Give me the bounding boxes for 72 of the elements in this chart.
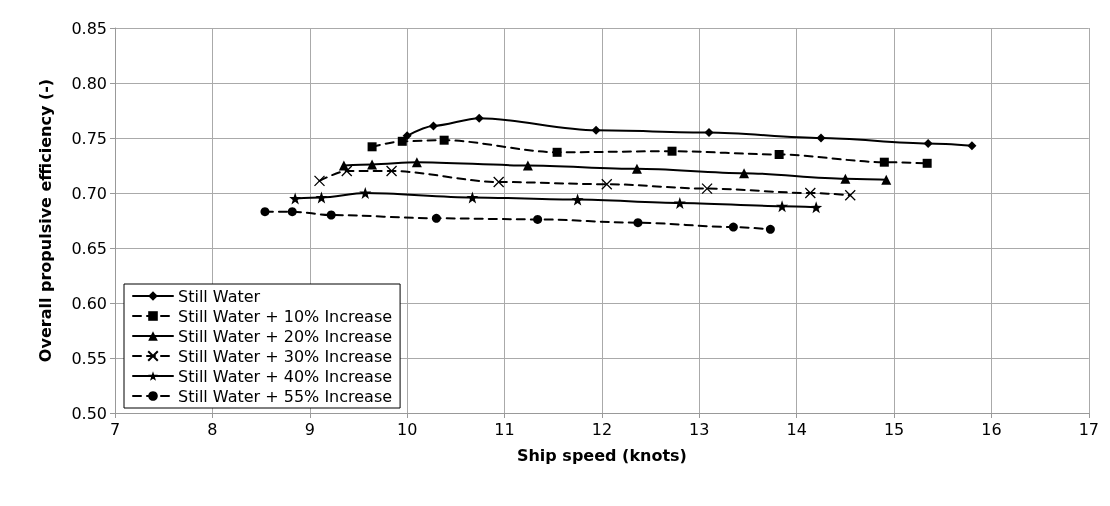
point xyxy=(765,224,775,234)
point xyxy=(313,175,326,187)
point xyxy=(359,187,372,199)
point xyxy=(474,113,484,123)
point xyxy=(571,193,584,206)
point xyxy=(439,135,449,145)
point xyxy=(881,174,892,185)
point xyxy=(591,125,601,135)
y-tick-label: 0.70 xyxy=(71,183,107,203)
x-tick-label: 16 xyxy=(981,419,1002,439)
y-tick-label: 0.75 xyxy=(71,128,107,148)
y-tick-label: 0.65 xyxy=(71,238,107,258)
point xyxy=(728,222,738,232)
point xyxy=(326,210,336,220)
point xyxy=(844,189,856,201)
point xyxy=(673,196,686,209)
y-tick-label: 0.55 xyxy=(71,348,107,368)
y-tick-label: 0.60 xyxy=(71,293,107,313)
point xyxy=(289,192,302,205)
point xyxy=(776,200,789,213)
point xyxy=(287,207,297,217)
point xyxy=(667,146,677,156)
point xyxy=(967,141,977,151)
point xyxy=(774,150,784,159)
point xyxy=(633,218,643,228)
point xyxy=(922,158,932,168)
x-tick-label: 12 xyxy=(591,419,613,439)
point xyxy=(816,133,826,143)
point xyxy=(739,168,750,179)
y-tick-label: 0.85 xyxy=(71,18,107,38)
x-tick-label: 11 xyxy=(494,419,515,439)
point xyxy=(385,165,398,177)
point xyxy=(923,139,933,148)
point xyxy=(493,176,505,188)
x-tick-label: 15 xyxy=(883,419,905,439)
point xyxy=(428,121,438,131)
x-tick-label: 7 xyxy=(109,419,121,439)
y-axis-title: Overall propulsive efficiency (-) xyxy=(35,78,55,363)
point xyxy=(879,157,889,167)
x-tick-label: 13 xyxy=(689,419,710,439)
y-tick-label: 0.50 xyxy=(71,403,107,423)
point xyxy=(631,163,642,174)
point xyxy=(315,191,328,204)
legend-label: Still Water + 10% Increase xyxy=(178,306,393,326)
x-tick-label: 10 xyxy=(396,419,418,439)
point xyxy=(367,159,378,170)
x-tick-label: 14 xyxy=(786,419,807,439)
legend-label: Still Water + 20% Increase xyxy=(178,326,393,346)
point xyxy=(552,147,562,157)
point xyxy=(810,201,823,214)
x-tick-label: 8 xyxy=(207,419,218,439)
x-axis-title: Ship speed (knots) xyxy=(516,445,687,465)
legend-label: Still Water xyxy=(178,286,261,306)
point xyxy=(411,157,422,168)
legend-label: Still Water + 40% Increase xyxy=(178,366,393,386)
point xyxy=(601,178,613,190)
point xyxy=(260,207,270,217)
point xyxy=(804,187,816,199)
point xyxy=(522,160,533,171)
point xyxy=(431,213,441,223)
y-tick-label: 0.80 xyxy=(71,73,107,93)
point xyxy=(701,182,713,195)
point xyxy=(533,214,543,224)
legend-label: Still Water + 55% Increase xyxy=(178,386,393,406)
point xyxy=(704,128,714,137)
x-tick-label: 9 xyxy=(304,419,315,439)
point xyxy=(367,142,377,152)
point xyxy=(397,136,407,146)
point xyxy=(466,191,479,204)
x-tick-label: 17 xyxy=(1078,419,1099,439)
point xyxy=(840,173,851,184)
legend-label: Still Water + 30% Increase xyxy=(178,346,393,366)
